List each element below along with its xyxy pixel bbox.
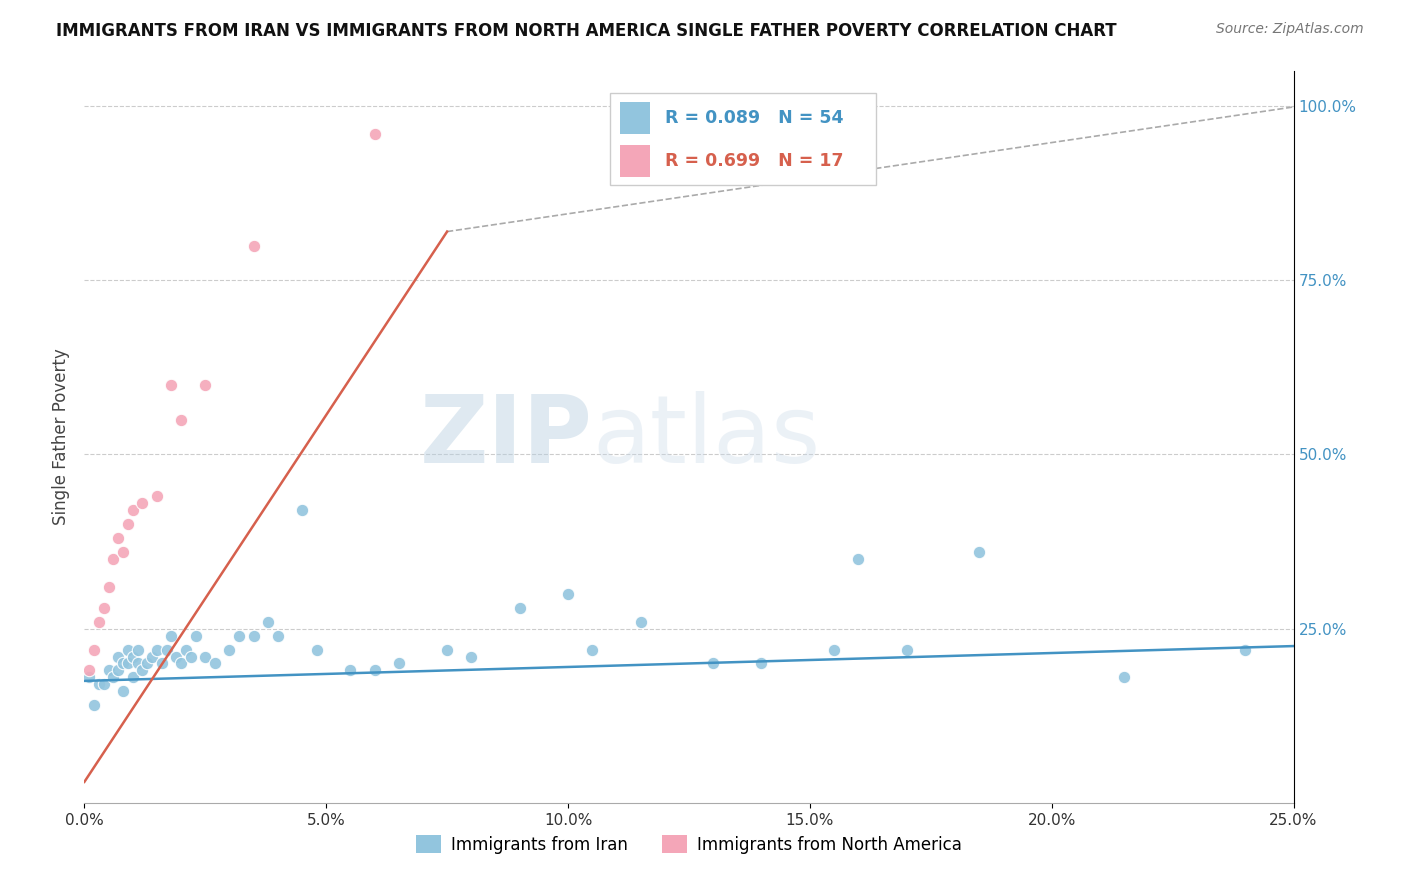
Point [581, 642, 603, 657]
Point [1234, 642, 1257, 657]
Point [267, 629, 290, 643]
Point [117, 517, 139, 532]
Point [141, 649, 163, 664]
Point [146, 489, 169, 503]
Text: R = 0.089   N = 54: R = 0.089 N = 54 [665, 109, 844, 127]
Point [242, 238, 264, 252]
Point [823, 642, 845, 657]
Point [83, 642, 105, 657]
Point [97, 664, 120, 678]
Point [121, 503, 143, 517]
Point [87, 677, 110, 691]
Text: Source: ZipAtlas.com: Source: ZipAtlas.com [1216, 22, 1364, 37]
Point [155, 642, 177, 657]
Point [165, 649, 187, 664]
Point [509, 600, 531, 615]
Text: ZIP: ZIP [419, 391, 592, 483]
Point [339, 664, 361, 678]
Point [117, 642, 139, 657]
Point [363, 664, 385, 678]
FancyBboxPatch shape [610, 94, 876, 185]
Point [103, 670, 125, 684]
Point [77, 670, 100, 684]
FancyBboxPatch shape [620, 102, 650, 135]
Point [112, 545, 135, 559]
Point [557, 587, 579, 601]
Point [77, 664, 100, 678]
Point [121, 670, 143, 684]
Point [160, 629, 183, 643]
Point [846, 552, 869, 566]
Point [117, 657, 139, 671]
Point [184, 629, 207, 643]
Point [194, 377, 217, 392]
Point [112, 657, 135, 671]
Point [388, 657, 411, 671]
Point [83, 698, 105, 713]
Point [242, 629, 264, 643]
Point [228, 629, 250, 643]
Point [131, 496, 153, 510]
Point [107, 664, 129, 678]
Point [180, 649, 202, 664]
Point [146, 642, 169, 657]
Point [174, 642, 197, 657]
Point [436, 642, 458, 657]
Legend: Immigrants from Iran, Immigrants from North America: Immigrants from Iran, Immigrants from No… [409, 829, 969, 860]
Point [97, 580, 120, 594]
Point [127, 642, 149, 657]
Point [87, 615, 110, 629]
Point [170, 657, 193, 671]
Point [150, 657, 173, 671]
Text: atlas: atlas [592, 391, 821, 483]
Point [93, 600, 115, 615]
Text: R = 0.699   N = 17: R = 0.699 N = 17 [665, 152, 844, 170]
Point [136, 657, 159, 671]
Point [131, 664, 153, 678]
Point [121, 649, 143, 664]
Point [107, 531, 129, 545]
Point [1114, 670, 1136, 684]
Point [103, 552, 125, 566]
Point [218, 642, 240, 657]
Point [160, 377, 183, 392]
Point [291, 503, 314, 517]
Point [896, 642, 918, 657]
Point [170, 412, 193, 426]
Point [702, 657, 724, 671]
Point [194, 649, 217, 664]
FancyBboxPatch shape [620, 145, 650, 178]
Point [112, 684, 135, 698]
Point [127, 657, 149, 671]
Point [305, 642, 328, 657]
Point [630, 615, 652, 629]
Point [460, 649, 482, 664]
Point [751, 657, 773, 671]
Text: IMMIGRANTS FROM IRAN VS IMMIGRANTS FROM NORTH AMERICA SINGLE FATHER POVERTY CORR: IMMIGRANTS FROM IRAN VS IMMIGRANTS FROM … [56, 22, 1116, 40]
Point [967, 545, 990, 559]
Point [363, 127, 385, 141]
Y-axis label: Single Father Poverty: Single Father Poverty [52, 349, 70, 525]
Point [107, 649, 129, 664]
Point [204, 657, 226, 671]
Point [93, 677, 115, 691]
Point [257, 615, 280, 629]
